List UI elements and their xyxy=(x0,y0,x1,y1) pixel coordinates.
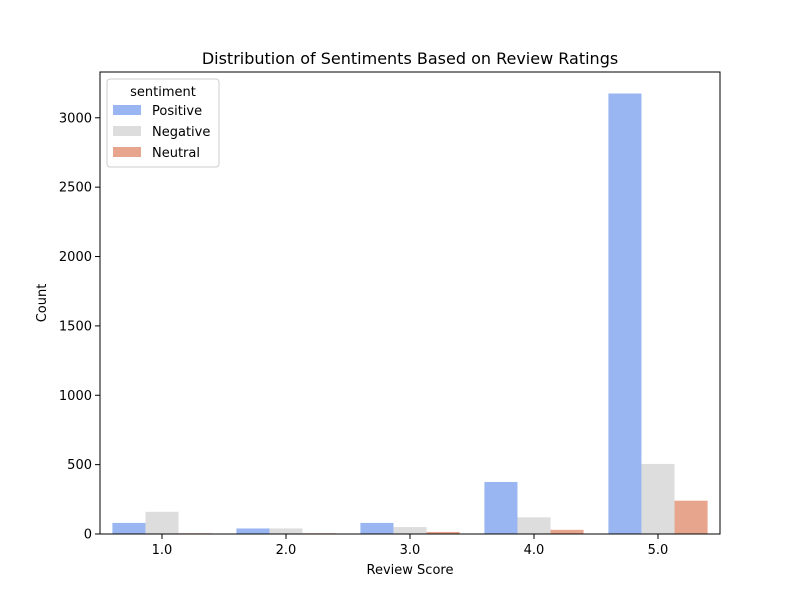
x-axis-label: Review Score xyxy=(367,563,454,578)
legend-swatch-neutral xyxy=(113,147,141,157)
bar-negative-1.0 xyxy=(145,511,179,534)
bars-layer xyxy=(112,93,708,534)
y-tick-label: 2500 xyxy=(59,181,92,196)
bar-positive-2.0 xyxy=(236,528,270,534)
bar-neutral-5.0 xyxy=(674,500,708,534)
y-tick-label: 1500 xyxy=(59,319,92,334)
legend-items: Positive Negative Neutral xyxy=(113,104,210,161)
y-axis: 0 500 1000 1500 2000 2500 3000 xyxy=(59,111,100,543)
legend-swatch-positive xyxy=(113,105,141,115)
legend-box xyxy=(106,78,220,168)
y-tick-label: 1000 xyxy=(59,389,92,404)
x-tick-label: 2.0 xyxy=(276,543,297,558)
y-tick-label: 3000 xyxy=(59,111,92,126)
legend-label-negative: Negative xyxy=(152,125,210,140)
bar-neutral-3.0 xyxy=(426,531,460,534)
bar-negative-4.0 xyxy=(517,517,551,534)
x-tick-label: 3.0 xyxy=(400,543,421,558)
legend-label-neutral: Neutral xyxy=(152,146,200,161)
legend-swatch-negative xyxy=(113,126,141,136)
y-tick-label: 500 xyxy=(67,458,92,473)
bar-positive-3.0 xyxy=(360,522,394,534)
y-tick-label: 2000 xyxy=(59,250,92,265)
bar-negative-5.0 xyxy=(641,463,675,534)
legend-label-positive: Positive xyxy=(152,104,202,119)
x-tick-label: 1.0 xyxy=(152,543,173,558)
y-tick-label: 0 xyxy=(84,528,92,543)
x-tick-label: 4.0 xyxy=(524,543,545,558)
legend-title: sentiment xyxy=(130,85,196,100)
chart-title: Distribution of Sentiments Based on Revi… xyxy=(202,49,618,68)
y-axis-label: Count xyxy=(35,284,50,323)
legend: sentiment Positive Negative Neutral xyxy=(106,78,220,168)
bar-positive-1.0 xyxy=(112,522,146,534)
bar-positive-5.0 xyxy=(608,93,642,534)
x-axis: 1.0 2.0 3.0 4.0 5.0 xyxy=(152,534,669,558)
bar-neutral-4.0 xyxy=(550,529,584,534)
bar-negative-3.0 xyxy=(393,527,427,534)
x-tick-label: 5.0 xyxy=(648,543,669,558)
bar-negative-2.0 xyxy=(269,528,303,534)
bar-positive-4.0 xyxy=(484,481,518,534)
